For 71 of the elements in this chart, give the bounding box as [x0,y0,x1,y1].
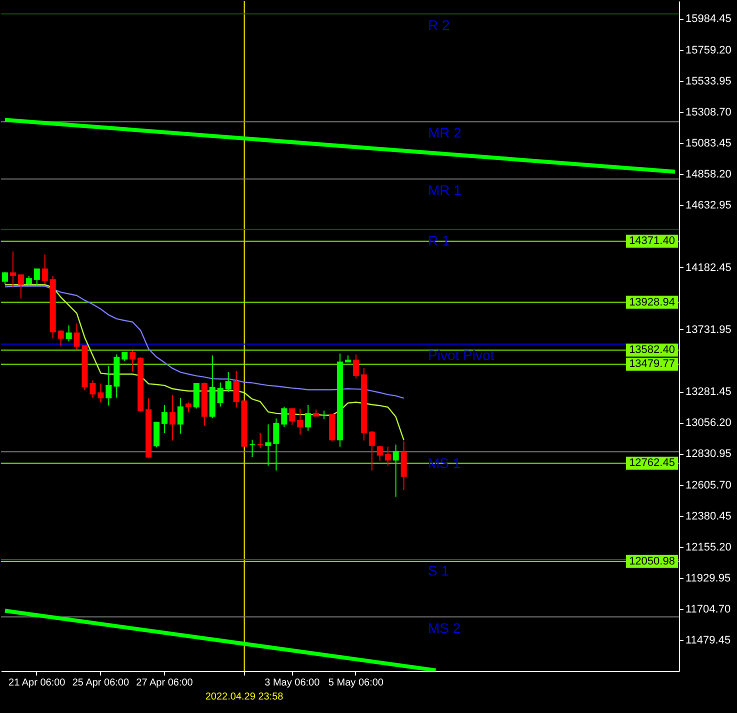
candlestick [305,404,312,432]
candlestick [217,382,224,408]
candlestick [265,424,272,466]
ref-line-label: 13582.40 [629,344,675,356]
ref-line-label: 12762.45 [629,457,675,470]
y-tick-label: 12380.45 [686,510,732,522]
candlestick [392,444,399,498]
y-tick-label: 13056.20 [686,417,732,430]
y-tick-label: 11704.70 [686,604,731,616]
y-tick-label: 15083.45 [686,138,732,150]
y-tick-label: 15759.20 [686,44,732,56]
candlestick [162,404,168,434]
candlestick [34,268,40,286]
y-tick-label: 14632.95 [686,200,732,212]
annotation: Pivot Pivot [428,347,494,364]
y-tick-label: 14858.20 [686,168,732,181]
candlestick [297,408,304,436]
candlestick [400,440,407,491]
x-tick-label: 3 May 06:00 [264,678,320,688]
annotation: S 1 [428,562,450,579]
candlestick [18,274,24,300]
candlestick [384,446,391,466]
candlestick [98,383,104,404]
candlestick [106,366,112,406]
y-tick-label: 15308.70 [686,106,732,118]
y-tick-label: 14182.45 [686,262,732,274]
y-tick-label: 11929.95 [686,572,731,585]
candlestick [154,421,160,448]
x-tick-label: 21 Apr 06:00 [8,678,66,688]
ref-line-label: 13479.77 [629,358,675,370]
candlestick [26,276,32,286]
y-tick-label: 15533.95 [686,75,732,88]
y-tick-label: 12605.70 [686,479,732,492]
candlestick [225,371,232,392]
candlestick [193,383,200,409]
candlestick [376,445,383,462]
y-tick-label: 11479.45 [686,634,731,647]
candlestick [177,398,184,434]
candlestick [130,350,136,372]
x-tick-label: 2022.04.29 23:58 [205,692,284,702]
candlestick [249,439,256,458]
candlestick [42,254,48,285]
y-tick-label: 12830.95 [686,448,732,460]
candlestick [185,402,192,413]
candlestick [273,418,280,472]
annotation: MS 2 [428,620,461,636]
candlestick [58,330,64,347]
candlestick [289,408,296,426]
candlestick [66,324,72,342]
candlestick [169,394,176,441]
candlestick [368,430,375,472]
candlestick [74,322,80,350]
annotation: MR 2 [428,124,462,141]
ref-line-label: 12050.98 [629,555,675,568]
candlestick [257,432,264,449]
y-tick-label: 13281.45 [686,386,732,398]
x-tick-label: 25 Apr 06:00 [72,678,130,688]
y-tick-label: 12155.20 [686,541,732,554]
candlestick [233,370,240,408]
candlestick [10,251,16,288]
x-tick-label: 27 Apr 06:00 [136,678,194,688]
y-tick-label: 13731.95 [686,324,732,336]
annotation: MR 1 [428,182,462,198]
ref-line-label: 14371.40 [629,235,675,248]
ref-line-label: 13928.94 [629,296,675,308]
y-tick-label: 15984.45 [686,13,732,26]
annotation: R 2 [428,16,450,33]
candlestick [352,354,359,379]
x-tick-label: 5 May 06:00 [328,678,384,688]
candlestick [281,406,288,428]
candlestick [2,271,8,285]
